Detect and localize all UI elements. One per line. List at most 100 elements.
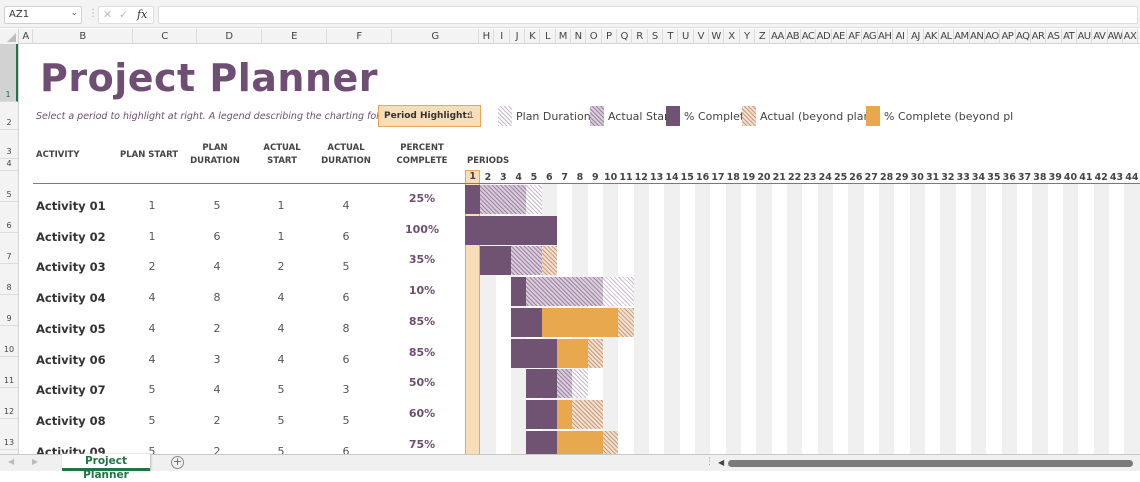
plan-start-cell[interactable]: 5 [148, 383, 156, 397]
column-header[interactable]: A [19, 29, 33, 44]
period-highlight-cell[interactable]: Period Highlight: 1 [378, 105, 481, 127]
column-header[interactable]: AT [1062, 29, 1077, 44]
column-header[interactable]: AU [1077, 29, 1093, 44]
plan-duration-cell[interactable]: 2 [213, 321, 221, 335]
column-header[interactable]: E [262, 29, 327, 44]
column-header[interactable]: S [648, 29, 663, 44]
actual-start-cell[interactable]: 5 [277, 444, 285, 454]
actual-duration-cell[interactable]: 6 [342, 229, 350, 243]
plan-duration-cell[interactable]: 5 [213, 199, 221, 212]
formula-input[interactable] [158, 6, 1138, 24]
column-header[interactable]: Z [755, 29, 771, 44]
column-header[interactable]: AJ [908, 29, 924, 44]
percent-complete-cell[interactable]: 85% [408, 314, 436, 328]
column-header[interactable]: AP [1000, 29, 1016, 44]
column-header[interactable]: AS [1046, 29, 1062, 44]
plan-duration-cell[interactable]: 2 [213, 413, 221, 427]
column-header[interactable]: AC [801, 29, 817, 44]
row-header[interactable]: 3 [0, 130, 18, 159]
activity-name[interactable]: Activity 06 [36, 352, 106, 367]
plan-duration-cell[interactable]: 4 [213, 383, 221, 397]
row-header[interactable]: 11 [0, 357, 18, 388]
column-header[interactable]: AH [878, 29, 893, 44]
percent-complete-cell[interactable]: 75% [408, 437, 436, 451]
name-box[interactable]: AZ1 ⌄ [4, 6, 82, 24]
column-header[interactable]: N [571, 29, 587, 44]
column-header[interactable]: AG [862, 29, 878, 44]
column-header[interactable]: C [133, 29, 197, 44]
row-header[interactable]: 7 [0, 233, 18, 264]
activity-name[interactable]: Activity 03 [36, 260, 106, 275]
next-sheet-icon[interactable]: ▶ [32, 457, 39, 466]
plan-duration-cell[interactable]: 4 [213, 260, 221, 274]
column-header[interactable]: AR [1031, 29, 1047, 44]
activity-name[interactable]: Activity 02 [36, 229, 106, 244]
actual-duration-cell[interactable]: 3 [342, 383, 350, 397]
actual-start-cell[interactable]: 5 [277, 383, 285, 397]
actual-duration-cell[interactable]: 6 [342, 291, 350, 305]
actual-start-cell[interactable]: 1 [277, 199, 285, 212]
activity-name[interactable]: Activity 04 [36, 291, 106, 306]
plan-start-cell[interactable]: 4 [148, 321, 156, 335]
column-header[interactable]: L [540, 29, 556, 44]
insert-function-icon[interactable]: fx [137, 8, 148, 21]
cancel-icon[interactable]: ✕ [103, 8, 113, 21]
column-header[interactable]: AA [770, 29, 786, 44]
column-header[interactable]: AK [924, 29, 939, 44]
actual-start-cell[interactable]: 4 [277, 352, 285, 366]
actual-start-cell[interactable]: 1 [277, 229, 285, 243]
column-header[interactable]: AL [939, 29, 955, 44]
column-header[interactable]: AI [893, 29, 909, 44]
horizontal-scrollbar[interactable] [728, 460, 1133, 467]
add-sheet-icon[interactable]: + [171, 455, 184, 469]
plan-start-cell[interactable]: 5 [148, 444, 156, 454]
activity-name[interactable]: Activity 05 [36, 321, 106, 336]
row-header[interactable]: 8 [0, 264, 18, 295]
column-header[interactable]: AF [847, 29, 863, 44]
plan-start-cell[interactable]: 4 [148, 291, 156, 305]
column-header[interactable]: T [663, 29, 679, 44]
row-header[interactable]: 1 [0, 44, 18, 102]
column-header[interactable]: AD [816, 29, 832, 44]
column-header[interactable]: G [392, 29, 479, 44]
column-header[interactable]: I [494, 29, 510, 44]
column-header[interactable]: AX [1123, 29, 1139, 44]
scroll-left-icon[interactable]: ◀ [718, 458, 725, 467]
actual-duration-cell[interactable]: 8 [342, 321, 350, 335]
column-header[interactable]: AB [786, 29, 801, 44]
row-header[interactable]: 4 [0, 159, 18, 171]
column-header[interactable]: Y [740, 29, 755, 44]
row-header[interactable]: 6 [0, 202, 18, 233]
percent-complete-cell[interactable]: 50% [408, 376, 436, 390]
row-header[interactable]: 13 [0, 419, 18, 450]
activity-name[interactable]: Activity 07 [36, 383, 106, 398]
period-highlight-value[interactable]: 1 [468, 111, 474, 121]
row-header[interactable]: 9 [0, 295, 18, 326]
select-all-button[interactable] [0, 29, 19, 44]
actual-duration-cell[interactable]: 4 [342, 199, 350, 212]
column-header[interactable]: D [197, 29, 262, 44]
column-header[interactable]: V [694, 29, 709, 44]
plan-start-cell[interactable]: 1 [148, 229, 156, 243]
percent-complete-cell[interactable]: 25% [408, 192, 436, 205]
column-header[interactable]: K [525, 29, 541, 44]
sheet-tab-project-planner[interactable]: Project Planner [62, 454, 150, 481]
actual-start-cell[interactable]: 2 [277, 260, 285, 274]
column-header[interactable]: M [556, 29, 571, 44]
percent-complete-cell[interactable]: 100% [405, 222, 439, 236]
column-header[interactable]: P [602, 29, 617, 44]
column-header[interactable]: H [479, 29, 495, 44]
row-header[interactable]: 2 [0, 102, 18, 130]
plan-duration-cell[interactable]: 3 [213, 352, 221, 366]
plan-start-cell[interactable]: 1 [148, 199, 156, 212]
actual-duration-cell[interactable]: 5 [342, 260, 350, 274]
activity-name[interactable]: Activity 09 [36, 444, 106, 454]
column-header[interactable]: R [632, 29, 648, 44]
worksheet[interactable]: Project Planner Select a period to highl… [20, 44, 1140, 454]
plan-start-cell[interactable]: 5 [148, 413, 156, 427]
percent-complete-cell[interactable]: 35% [408, 253, 436, 267]
actual-start-cell[interactable]: 5 [277, 413, 285, 427]
column-header[interactable]: X [724, 29, 740, 44]
column-header[interactable]: F [327, 29, 392, 44]
actual-duration-cell[interactable]: 5 [342, 413, 350, 427]
